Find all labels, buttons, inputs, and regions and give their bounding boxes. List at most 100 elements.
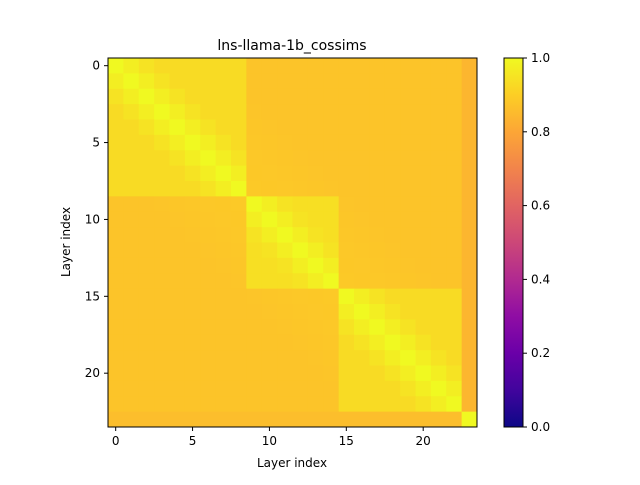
heatmap-cell — [430, 134, 447, 151]
heatmap-cell — [384, 88, 401, 105]
heatmap-cell — [461, 350, 478, 366]
heatmap-cell — [154, 104, 170, 120]
heatmap-cell — [154, 350, 170, 366]
heatmap-cell — [307, 350, 324, 366]
heatmap-cell — [169, 288, 186, 305]
heatmap-cell — [338, 365, 355, 382]
heatmap-cell — [338, 319, 355, 336]
heatmap-cell — [123, 227, 140, 243]
heatmap-cell — [323, 319, 340, 336]
heatmap-cell — [184, 334, 201, 351]
heatmap-cell — [415, 58, 432, 74]
heatmap-cell — [246, 396, 263, 413]
heatmap-cell — [277, 165, 293, 182]
heatmap-cell — [123, 165, 140, 182]
heatmap-cell — [184, 380, 201, 397]
heatmap-cell — [430, 242, 447, 259]
y-tick-label: 0 — [92, 59, 100, 73]
heatmap-cell — [231, 88, 247, 105]
heatmap-cell — [154, 273, 170, 290]
heatmap-cell — [384, 134, 401, 151]
heatmap-cell — [338, 304, 355, 320]
heatmap-cell — [215, 304, 232, 320]
heatmap-cell — [169, 411, 186, 428]
heatmap-cell — [200, 319, 217, 336]
heatmap-cell — [154, 181, 170, 197]
heatmap-cell — [123, 411, 140, 428]
heatmap-cell — [354, 288, 370, 305]
heatmap-cell — [215, 288, 232, 305]
heatmap-cell — [338, 288, 355, 305]
heatmap-cell — [169, 104, 186, 120]
heatmap-cell — [277, 196, 293, 213]
heatmap-cell — [292, 211, 309, 228]
heatmap-cell — [292, 380, 309, 397]
heatmap-cell — [184, 58, 201, 74]
heatmap-cell — [400, 73, 416, 90]
heatmap-cell — [277, 58, 293, 74]
heatmap-cell — [169, 88, 186, 105]
heatmap-cell — [231, 380, 247, 397]
heatmap-cell — [138, 380, 155, 397]
heatmap-cell — [108, 211, 124, 228]
y-tick-label: 20 — [85, 366, 100, 380]
heatmap-cell — [354, 334, 370, 351]
heatmap-cell — [323, 350, 340, 366]
heatmap-cell — [415, 257, 432, 274]
heatmap-cell — [231, 58, 247, 74]
heatmap-cell — [184, 319, 201, 336]
heatmap-cell — [446, 150, 463, 167]
heatmap-cell — [231, 196, 247, 213]
heatmap-cell — [430, 104, 447, 120]
heatmap-cell — [138, 365, 155, 382]
heatmap-cell — [184, 227, 201, 243]
heatmap-cell — [354, 396, 370, 413]
heatmap-cell — [323, 411, 340, 428]
heatmap-cell — [108, 350, 124, 366]
heatmap-cell — [231, 73, 247, 90]
heatmap-cell — [200, 58, 217, 74]
heatmap-cell — [138, 273, 155, 290]
heatmap-cell — [369, 104, 386, 120]
heatmap-cell — [461, 304, 478, 320]
heatmap-cell — [215, 380, 232, 397]
heatmap-cell — [338, 211, 355, 228]
heatmap-cell — [184, 119, 201, 136]
heatmap-cell — [307, 411, 324, 428]
heatmap-cell — [384, 288, 401, 305]
heatmap-cell — [292, 134, 309, 151]
heatmap-cell — [246, 73, 263, 90]
heatmap-cell — [138, 211, 155, 228]
heatmap-cell — [415, 396, 432, 413]
heatmap-cell — [246, 227, 263, 243]
heatmap-cell — [154, 211, 170, 228]
heatmap-cell — [461, 380, 478, 397]
heatmap-cell — [138, 134, 155, 151]
heatmap-cell — [277, 411, 293, 428]
heatmap-cell — [307, 396, 324, 413]
heatmap-cell — [369, 211, 386, 228]
heatmap-cell — [292, 119, 309, 136]
heatmap-cell — [415, 288, 432, 305]
heatmap-cell — [338, 150, 355, 167]
heatmap-cell — [430, 304, 447, 320]
heatmap-cell — [384, 150, 401, 167]
heatmap-cell — [430, 211, 447, 228]
heatmap-cell — [215, 58, 232, 74]
heatmap-cell — [400, 319, 416, 336]
heatmap-cell — [400, 58, 416, 74]
heatmap-cell — [123, 119, 140, 136]
heatmap-cell — [369, 134, 386, 151]
heatmap-cell — [400, 104, 416, 120]
heatmap-cell — [215, 165, 232, 182]
heatmap-cell — [200, 396, 217, 413]
heatmap-cell — [446, 365, 463, 382]
heatmap-cell — [200, 257, 217, 274]
y-tick-label: 10 — [85, 212, 100, 226]
heatmap-cell — [354, 73, 370, 90]
heatmap-cell — [261, 257, 278, 274]
heatmap-cell — [261, 242, 278, 259]
heatmap-cell — [215, 350, 232, 366]
y-tick-label: 15 — [85, 289, 100, 303]
